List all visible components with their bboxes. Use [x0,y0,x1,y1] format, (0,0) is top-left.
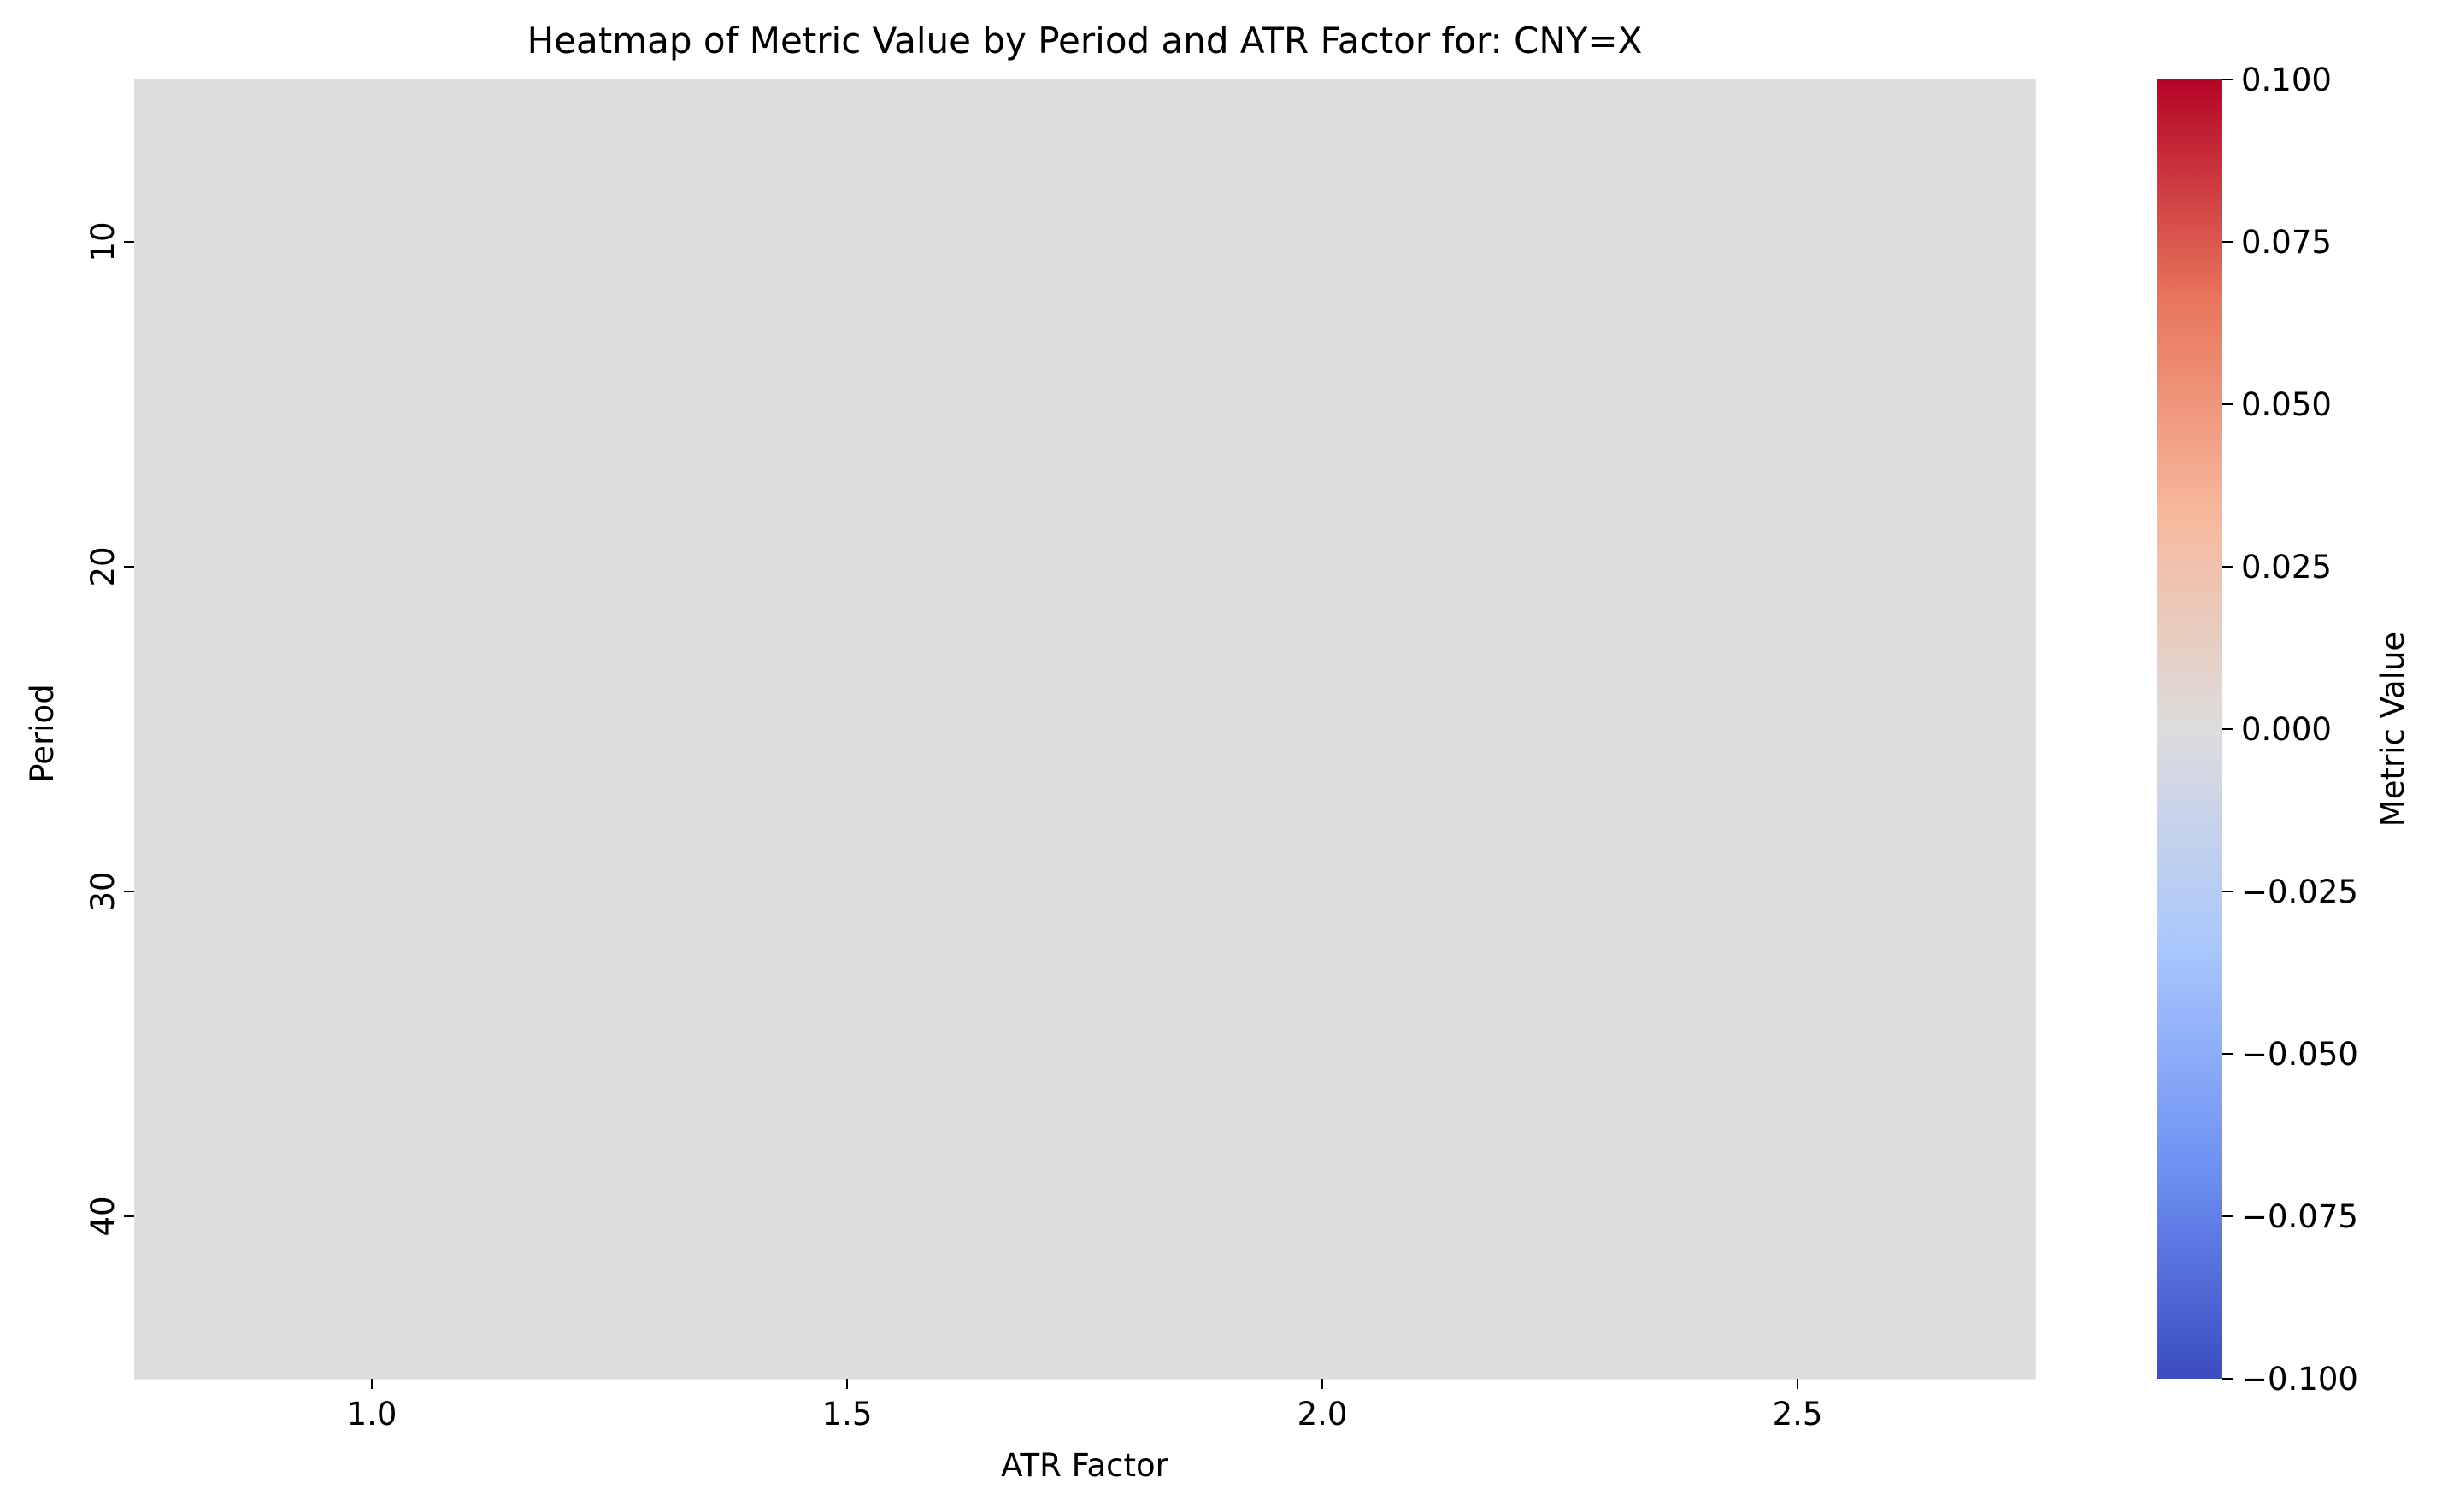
heatmap-cell [1560,1054,2036,1380]
colorbar-label: Metric Value [2374,632,2411,827]
colorbar-tick-label: 0.025 [2241,549,2332,585]
heatmap-cell [134,404,610,730]
x-axis: 1.0 1.5 2.0 2.5 [347,1379,1823,1433]
colorbar-ticks: 0.100 0.075 0.050 0.025 0.000 −0.025 −0.050 −0.… [2222,62,2358,1397]
y-tick-label: 30 [85,871,121,911]
x-tick-label: 1.5 [822,1396,873,1433]
heatmap-cell [134,1054,610,1380]
heatmap-cell [1085,404,1561,730]
heatmap-cell [1560,79,2036,405]
colorbar-tick-label: 0.050 [2241,386,2332,423]
heatmap-cell [609,404,1086,730]
y-axis-label: Period [24,684,61,782]
heatmap-cell [1085,1054,1561,1380]
heatmap-cell [1560,404,2036,730]
y-tick-label: 10 [85,221,121,262]
colorbar-tick-label: −0.075 [2241,1198,2358,1235]
colorbar: 0.100 0.075 0.050 0.025 0.000 −0.025 −0.050 −0.… [2157,62,2411,1397]
colorbar-tick-label: −0.050 [2241,1036,2358,1073]
y-axis: 10 20 30 40 [85,221,134,1237]
heatmap-cell [134,79,610,405]
colorbar-tick-label: −0.100 [2241,1361,2358,1397]
chart-title: Heatmap of Metric Value by Period and AT… [527,20,1643,62]
heatmap-cell [134,729,610,1055]
y-tick-label: 20 [85,546,121,586]
x-tick-label: 2.5 [1773,1396,1823,1433]
heatmap-cell [1560,729,2036,1055]
x-tick-label: 2.0 [1298,1396,1348,1433]
x-tick-label: 1.0 [347,1396,397,1433]
heatmap-cell [609,1054,1086,1380]
colorbar-tick-label: 0.075 [2241,224,2332,261]
x-axis-label: ATR Factor [1001,1447,1169,1484]
colorbar-gradient [2157,79,2222,1379]
colorbar-tick-label: 0.000 [2241,711,2332,748]
colorbar-tick-label: −0.025 [2241,874,2358,910]
heatmap-cell [1085,729,1561,1055]
heatmap-cells [134,79,2036,1380]
heatmap-cell [609,79,1086,405]
heatmap-cell [1085,79,1561,405]
colorbar-tick-label: 0.100 [2241,62,2332,98]
y-tick-label: 40 [85,1196,121,1236]
heatmap-cell [609,729,1086,1055]
